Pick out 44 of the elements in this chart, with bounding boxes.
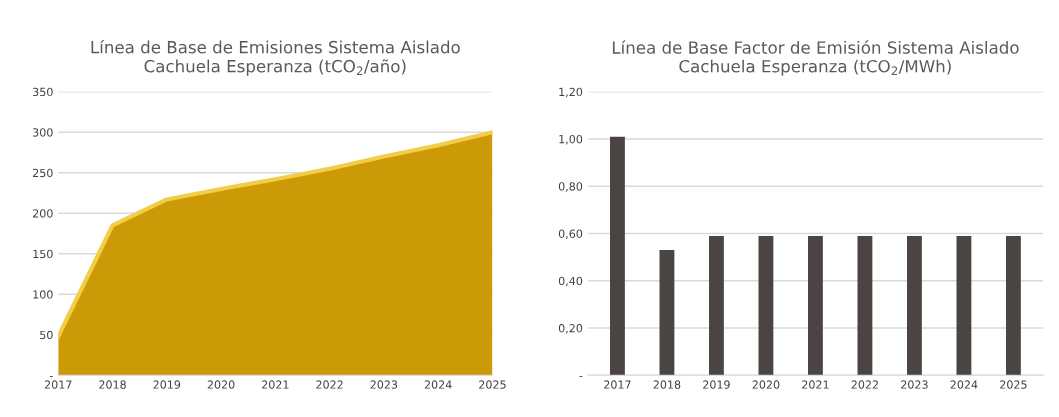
chart-title: Línea de Base Factor de Emisión Sistema Aislado Cachuela Esperanza (tCO$_{2}$/MWh) [612, 40, 1019, 76]
y-tick-label: 0,80 [558, 182, 583, 192]
bar [709, 235, 724, 376]
bar [907, 235, 922, 376]
x-tick-label: 2021 [262, 380, 289, 389]
bar [808, 235, 823, 376]
x-tick-label: 2023 [370, 380, 398, 389]
x-tick-label: 2017 [604, 380, 631, 389]
chart-title: Línea de Base de Emisiones Sistema Aislado Cachuela Esperanza (tCO$_{2}$/año) [91, 39, 460, 76]
y-tick-label: 200 [32, 209, 53, 218]
y-tick-label: - [579, 376, 583, 377]
y-tick-label: 1,00 [559, 134, 583, 145]
x-tick-label: 2019 [703, 380, 730, 389]
y-tick-label: - [49, 376, 53, 377]
x-tick-label: 2017 [44, 380, 72, 389]
x-tick-label: 2024 [950, 380, 978, 389]
y-tick-label: 50 [40, 330, 53, 340]
y-tick-label: 350 [33, 87, 53, 97]
bar [956, 235, 972, 376]
x-tick-label: 2025 [1000, 380, 1027, 389]
y-tick-label: 150 [33, 249, 53, 259]
bar [610, 136, 625, 376]
bar [857, 235, 873, 376]
y-tick-label: 100 [33, 290, 53, 299]
x-tick-label: 2019 [153, 380, 181, 389]
x-tick-label: 2022 [851, 380, 878, 389]
y-tick-label: 1,20 [559, 87, 583, 98]
y-tick-label: 0,60 [558, 229, 583, 240]
x-tick-label: 2020 [207, 380, 235, 389]
x-tick-label: 2023 [901, 380, 928, 389]
bar [659, 250, 675, 376]
y-tick-label: 0,40 [558, 276, 583, 287]
x-tick-label: 2025 [479, 380, 506, 389]
bar [1005, 235, 1021, 376]
y-tick-label: 300 [33, 128, 53, 137]
y-tick-label: 0,20 [558, 324, 583, 334]
x-tick-label: 2018 [99, 380, 126, 389]
x-tick-label: 2022 [316, 380, 343, 389]
x-tick-label: 2021 [802, 380, 829, 389]
x-tick-label: 2024 [424, 380, 452, 389]
x-tick-label: 2020 [752, 380, 780, 389]
bar [758, 235, 774, 376]
x-tick-label: 2018 [653, 380, 681, 389]
y-tick-label: 250 [32, 168, 53, 178]
